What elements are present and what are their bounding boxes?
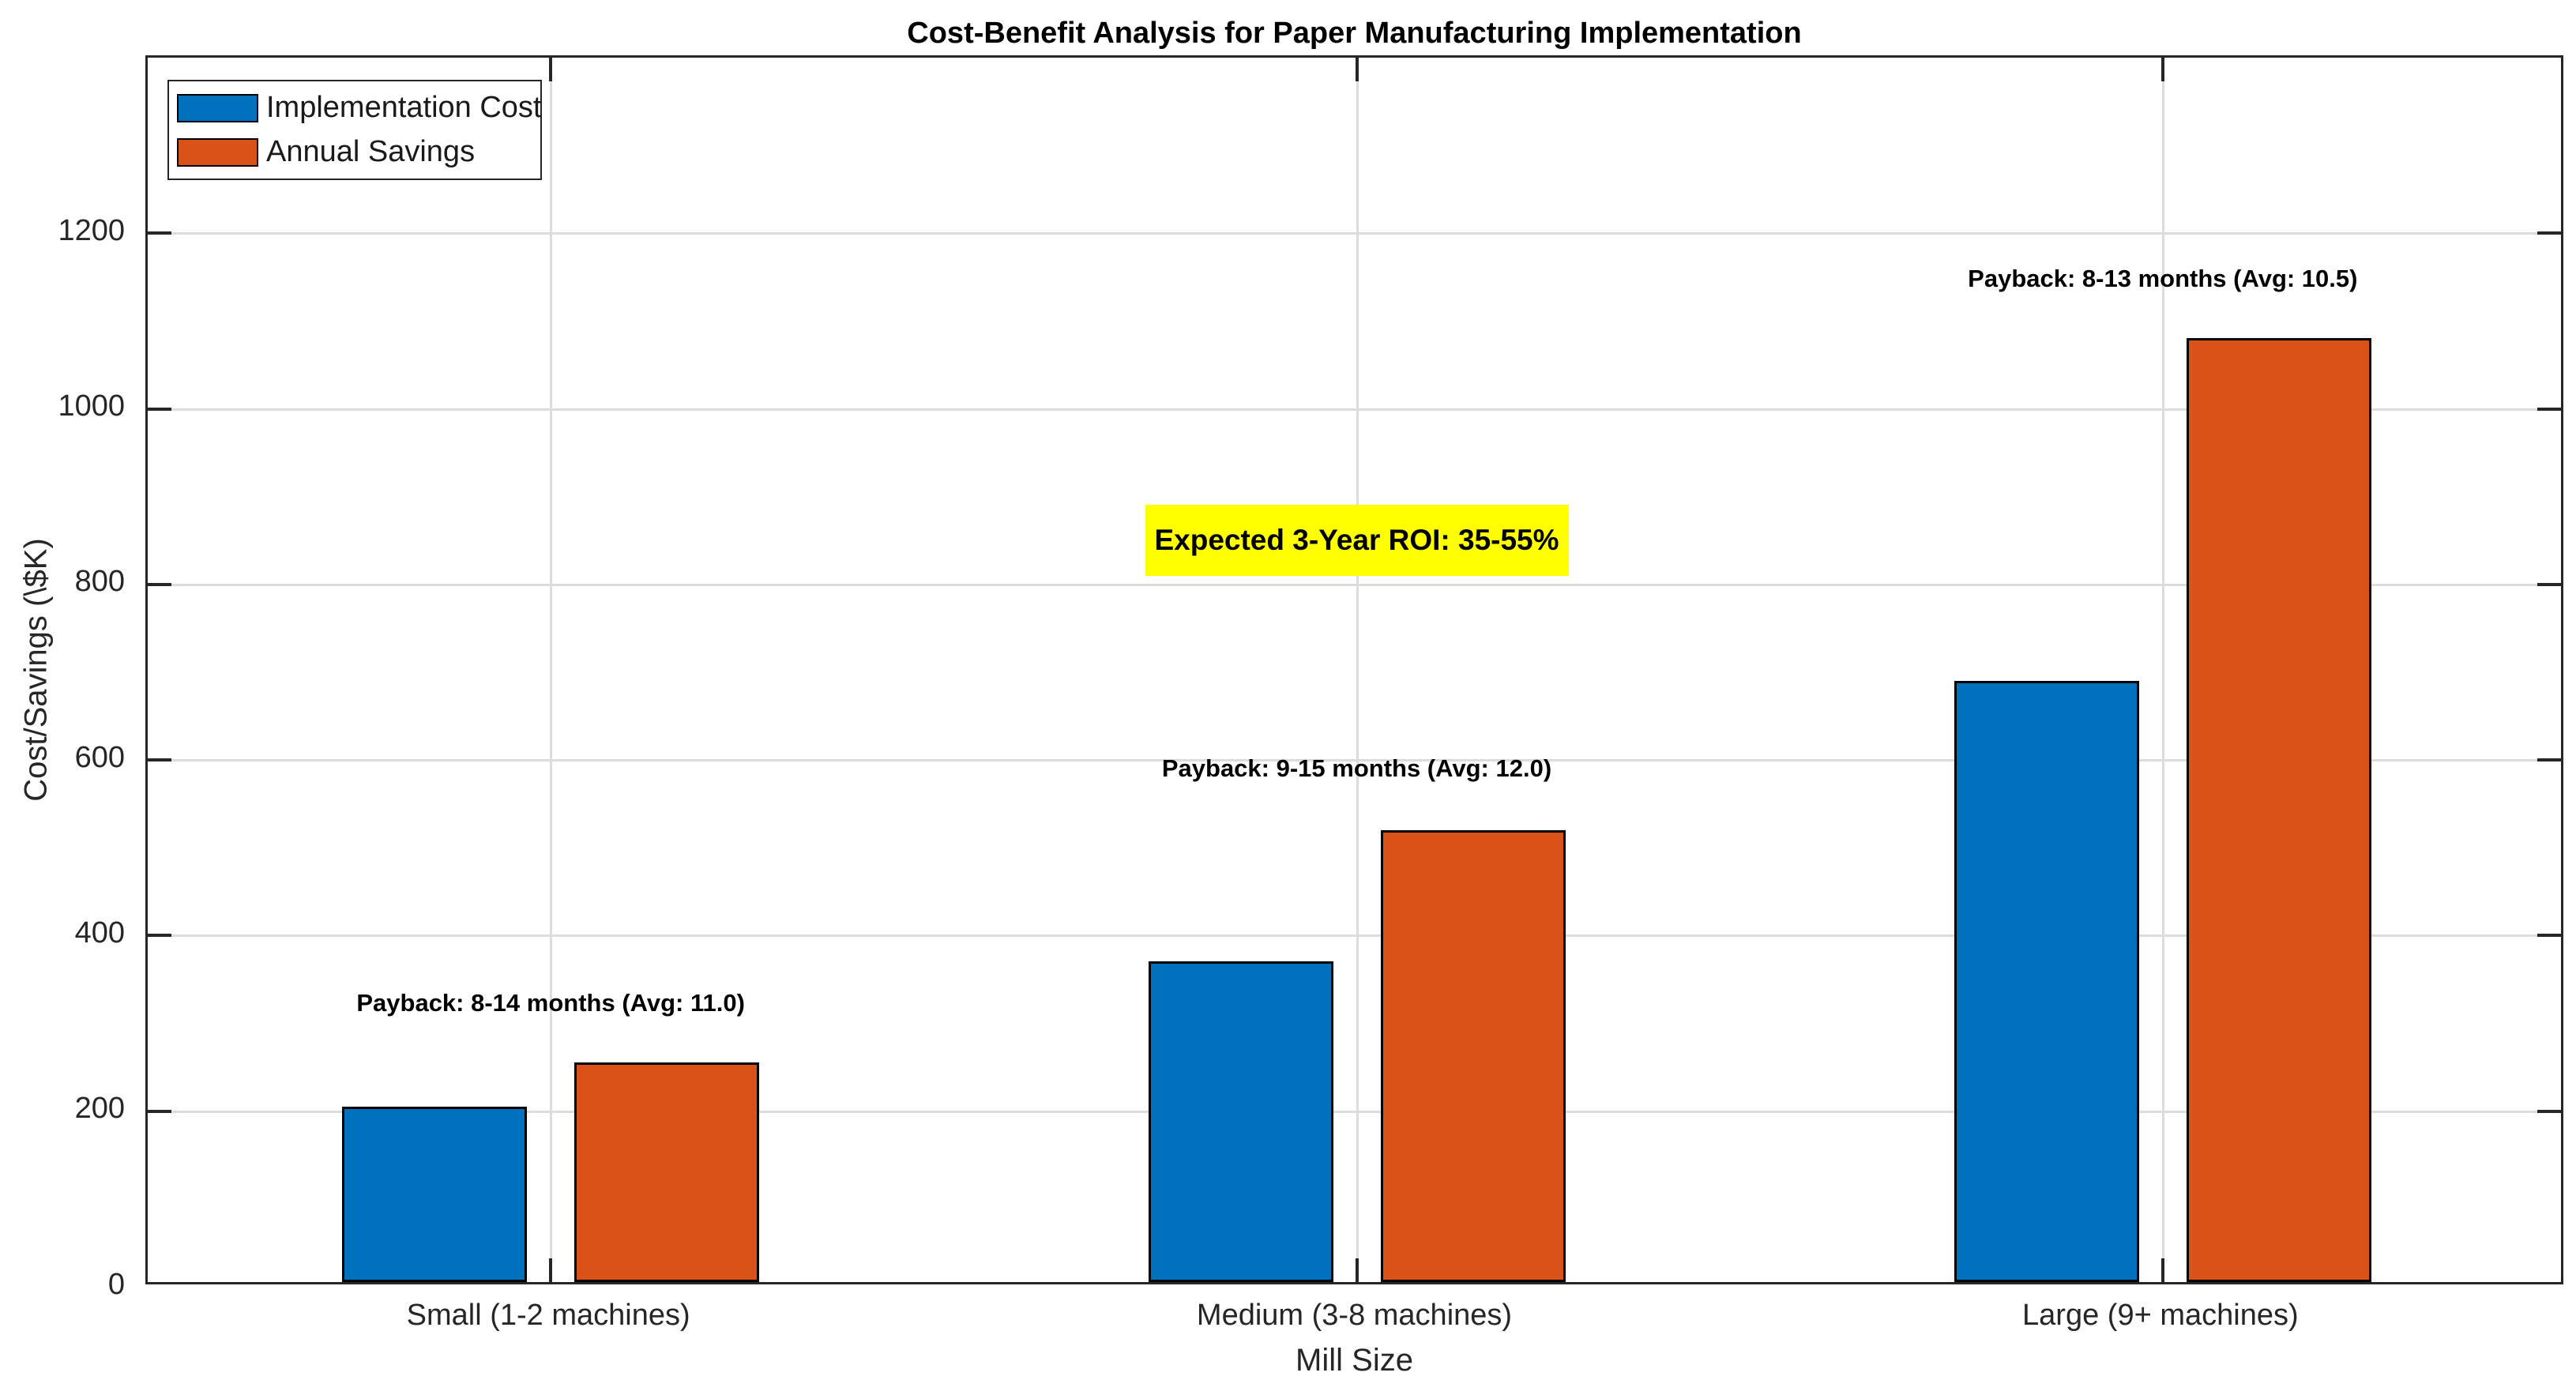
bar-annual-savings-1: [1380, 829, 1566, 1282]
legend-swatch-implementation-cost: [177, 93, 258, 122]
x-tick-bottom-0: [549, 1258, 553, 1282]
annotation-roi: Expected 3-Year ROI: 35-55%: [1145, 505, 1569, 577]
h-gridline-400: [148, 934, 2561, 938]
legend-swatch-annual-savings: [177, 137, 258, 167]
bar-implementation-cost-1: [1148, 961, 1333, 1282]
y-tick-label-800: 800: [74, 565, 125, 599]
legend: Implementation Cost Annual Savings: [167, 80, 542, 180]
x-tick-bottom-2: [2160, 1258, 2164, 1282]
annotation-payback-medium: Payback: 9-15 months (Avg: 12.0): [1161, 754, 1552, 783]
h-gridline-200: [148, 1110, 2561, 1113]
y-tick-right-800: [2537, 582, 2561, 586]
y-tick-right-200: [2537, 1109, 2561, 1113]
x-tick-bottom-1: [1355, 1258, 1359, 1282]
y-tick-right-1200: [2537, 231, 2561, 235]
y-tick-label-0: 0: [107, 1267, 125, 1301]
y-tick-label-400: 400: [74, 916, 125, 949]
h-gridline-800: [148, 583, 2561, 586]
x-tick-top-2: [2160, 58, 2164, 81]
bar-implementation-cost-0: [342, 1106, 528, 1282]
legend-item-implementation-cost: Implementation Cost: [177, 91, 542, 125]
h-gridline-1000: [148, 408, 2561, 411]
y-tick-label-600: 600: [74, 740, 125, 774]
y-tick-right-400: [2537, 934, 2561, 938]
v-gridline-2: [2161, 58, 2164, 1282]
y-tick-label-1200: 1200: [58, 213, 125, 247]
x-category-label-0: Small (1-2 machines): [406, 1299, 690, 1332]
y-tick-right-1000: [2537, 407, 2561, 411]
y-tick-left-200: [148, 1109, 171, 1113]
chart-title: Cost-Benefit Analysis for Paper Manufact…: [907, 17, 1802, 50]
y-tick-left-1200: [148, 231, 171, 235]
bar-annual-savings-2: [2186, 338, 2371, 1282]
legend-label-annual-savings: Annual Savings: [266, 135, 476, 168]
x-category-label-2: Large (9+ machines): [2022, 1299, 2299, 1332]
bar-annual-savings-0: [574, 1062, 760, 1282]
y-tick-right-600: [2537, 758, 2561, 762]
h-gridline-600: [148, 759, 2561, 762]
y-tick-left-600: [148, 758, 171, 762]
x-category-label-1: Medium (3-8 machines): [1196, 1299, 1513, 1332]
y-tick-label-1000: 1000: [58, 389, 125, 423]
y-tick-label-200: 200: [74, 1092, 125, 1126]
y-tick-left-1000: [148, 407, 171, 411]
plot-area: Implementation Cost Annual Savings Payba…: [145, 55, 2563, 1284]
annotation-payback-small: Payback: 8-14 months (Avg: 11.0): [356, 989, 745, 1017]
x-tick-top-0: [549, 58, 553, 81]
v-gridline-0: [550, 58, 553, 1282]
y-tick-left-800: [148, 582, 171, 586]
annotation-payback-large: Payback: 8-13 months (Avg: 10.5): [1968, 265, 2358, 293]
y-tick-left-400: [148, 934, 171, 938]
v-gridline-1: [1356, 58, 1359, 1282]
bar-implementation-cost-2: [1954, 680, 2139, 1282]
x-axis-label: Mill Size: [1296, 1343, 1413, 1378]
legend-item-annual-savings: Annual Savings: [177, 135, 532, 169]
x-tick-top-1: [1355, 58, 1359, 81]
h-gridline-1200: [148, 232, 2561, 235]
legend-label-implementation-cost: Implementation Cost: [266, 91, 542, 124]
